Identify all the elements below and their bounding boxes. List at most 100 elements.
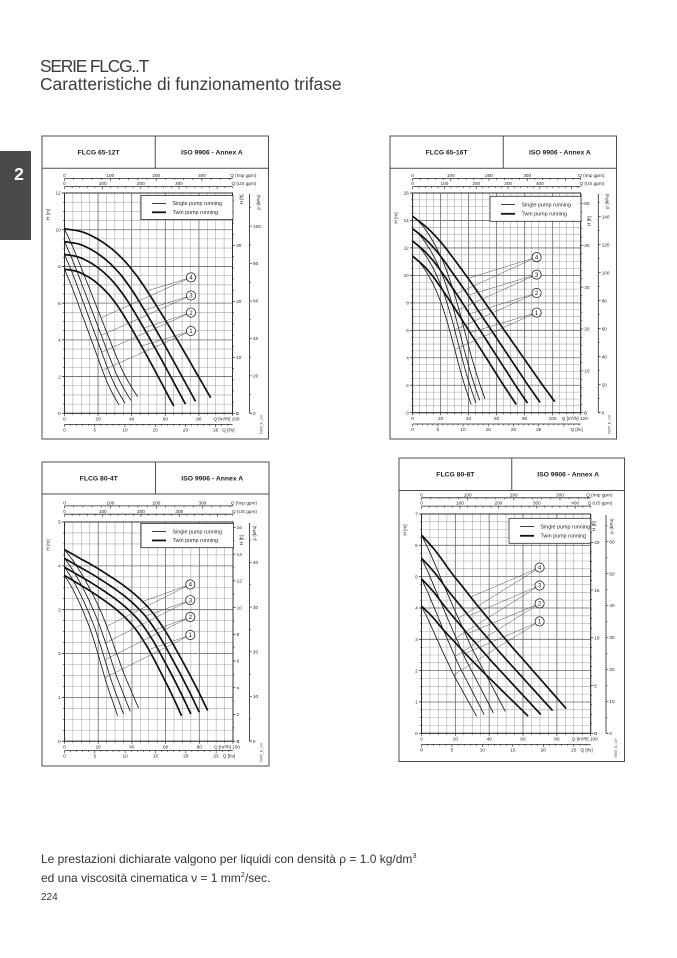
svg-text:Twin pump running: Twin pump running: [541, 534, 587, 540]
svg-text:H [m]: H [m]: [403, 524, 408, 535]
svg-text:Twin pump running: Twin pump running: [173, 210, 219, 216]
svg-text:25: 25: [214, 754, 220, 759]
svg-text:100: 100: [106, 173, 114, 178]
svg-text:20: 20: [236, 299, 242, 304]
svg-text:10: 10: [122, 428, 128, 433]
svg-text:0: 0: [420, 492, 423, 497]
svg-text:1: 1: [535, 310, 539, 317]
svg-text:30: 30: [609, 635, 615, 640]
svg-text:Q (Imp gpm): Q (Imp gpm): [586, 492, 613, 497]
svg-text:20: 20: [594, 540, 600, 545]
svg-text:FLCG 80-8T: FLCG 80-8T: [436, 472, 475, 479]
svg-text:3: 3: [189, 597, 193, 604]
svg-text:5: 5: [437, 427, 440, 432]
svg-text:4: 4: [189, 275, 193, 282]
svg-text:2: 2: [406, 383, 409, 388]
svg-text:1: 1: [58, 695, 61, 700]
svg-text:0: 0: [237, 739, 240, 744]
svg-text:40: 40: [584, 243, 590, 248]
svg-text:300: 300: [198, 173, 206, 178]
svg-text:20: 20: [602, 382, 608, 387]
svg-text:40: 40: [609, 603, 615, 608]
svg-text:Single pump running: Single pump running: [173, 201, 222, 207]
svg-text:10: 10: [584, 369, 590, 374]
svg-text:Q (US gpm): Q (US gpm): [579, 181, 604, 186]
svg-text:5: 5: [94, 754, 97, 759]
svg-text:100: 100: [602, 270, 610, 275]
svg-text:60: 60: [602, 326, 608, 331]
svg-text:15: 15: [153, 428, 159, 433]
svg-text:10: 10: [123, 754, 129, 759]
svg-text:4: 4: [415, 606, 418, 611]
svg-text:0: 0: [63, 745, 66, 750]
svg-text:Q [l/s]: Q [l/s]: [223, 754, 235, 759]
svg-text:30: 30: [253, 605, 259, 610]
svg-text:40: 40: [487, 737, 493, 742]
svg-text:Q [m³/h] 100: Q [m³/h] 100: [572, 737, 598, 742]
svg-text:4: 4: [538, 565, 542, 572]
svg-text:10: 10: [609, 699, 615, 704]
svg-text:10: 10: [480, 748, 486, 753]
svg-text:0: 0: [609, 731, 612, 736]
svg-text:100: 100: [464, 492, 472, 497]
svg-text:300: 300: [175, 509, 183, 514]
svg-text:FLCG 65-16T: FLCG 65-16T: [426, 150, 469, 157]
svg-text:8: 8: [58, 264, 61, 269]
svg-text:16: 16: [237, 525, 243, 530]
svg-text:Single pump running: Single pump running: [173, 529, 222, 535]
svg-text:ISO 9906 - Annex A: ISO 9906 - Annex A: [181, 150, 243, 157]
svg-text:0: 0: [420, 737, 423, 742]
svg-text:5965_B_CH: 5965_B_CH: [607, 414, 611, 434]
svg-text:20: 20: [95, 417, 101, 422]
svg-text:20: 20: [183, 428, 189, 433]
svg-text:Q [l/s]: Q [l/s]: [222, 428, 234, 433]
svg-text:20: 20: [438, 416, 444, 421]
svg-text:8: 8: [237, 632, 240, 637]
svg-text:0: 0: [420, 748, 423, 753]
svg-text:120: 120: [602, 242, 610, 247]
svg-text:80: 80: [196, 417, 202, 422]
svg-text:30: 30: [236, 243, 242, 248]
svg-text:H [m]: H [m]: [394, 212, 399, 223]
svg-text:4: 4: [58, 564, 61, 569]
svg-text:200: 200: [494, 501, 502, 506]
svg-text:0: 0: [594, 731, 597, 736]
svg-text:0: 0: [411, 173, 414, 178]
svg-text:Q (US gpm): Q (US gpm): [232, 509, 257, 514]
svg-text:ISO 9906 - Annex A: ISO 9906 - Annex A: [529, 150, 591, 157]
svg-text:100: 100: [253, 224, 261, 229]
svg-text:4: 4: [406, 355, 409, 360]
svg-text:2: 2: [58, 374, 61, 379]
svg-text:15: 15: [486, 427, 492, 432]
svg-text:10: 10: [236, 355, 242, 360]
svg-text:300: 300: [556, 492, 564, 497]
svg-text:3: 3: [538, 583, 542, 590]
svg-text:p (kPa): p (kPa): [256, 194, 261, 210]
svg-text:6: 6: [237, 659, 240, 664]
svg-text:100: 100: [447, 173, 455, 178]
svg-text:0: 0: [63, 173, 66, 178]
svg-text:60: 60: [163, 745, 169, 750]
svg-text:0: 0: [63, 417, 66, 422]
svg-text:2: 2: [538, 601, 542, 608]
svg-text:60: 60: [520, 737, 526, 742]
svg-text:0: 0: [253, 411, 256, 416]
svg-text:300: 300: [533, 501, 541, 506]
svg-text:60: 60: [253, 299, 259, 304]
svg-text:2: 2: [189, 614, 193, 621]
svg-text:50: 50: [609, 571, 615, 576]
svg-text:200: 200: [137, 181, 145, 186]
svg-text:Q (US gpm): Q (US gpm): [587, 501, 612, 506]
svg-text:H [m]: H [m]: [46, 539, 51, 550]
svg-text:H [ft]: H [ft]: [239, 195, 244, 205]
svg-text:6: 6: [406, 328, 409, 333]
svg-text:80: 80: [197, 745, 203, 750]
svg-text:50: 50: [584, 201, 590, 206]
svg-text:15: 15: [594, 588, 600, 593]
svg-text:Q [l/s]: Q [l/s]: [580, 748, 592, 753]
svg-text:30: 30: [584, 285, 590, 290]
svg-text:10: 10: [594, 636, 600, 641]
svg-text:1: 1: [189, 328, 193, 335]
svg-text:H [ft]: H [ft]: [239, 535, 244, 545]
svg-text:FLCG 80-4T: FLCG 80-4T: [80, 475, 119, 482]
